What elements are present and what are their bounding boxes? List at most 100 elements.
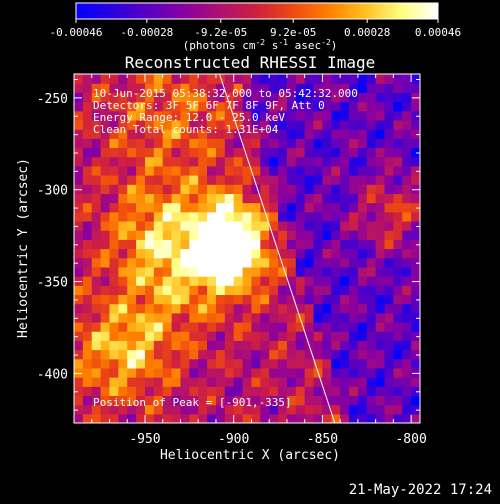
heatmap-cell [127, 230, 137, 240]
heatmap-cell [144, 294, 155, 305]
heatmap-cell [100, 147, 111, 158]
heatmap-cell [171, 211, 182, 222]
heatmap-cell [366, 110, 377, 121]
heatmap-cell [180, 184, 190, 194]
heatmap-cell [375, 239, 386, 250]
heatmap-cell [82, 413, 93, 423]
heatmap-cell [109, 294, 119, 305]
heatmap-cell [198, 367, 208, 378]
heatmap-cell [215, 413, 226, 423]
heatmap-cell [322, 294, 332, 305]
heatmap-cell [180, 367, 190, 378]
heatmap-cell [357, 312, 368, 323]
heatmap-cell [304, 312, 315, 323]
heatmap-cell [224, 220, 235, 231]
heatmap-cell [100, 340, 111, 351]
heatmap-cell [260, 220, 270, 231]
heatmap-cell [331, 386, 341, 397]
heatmap-cell [242, 377, 253, 387]
heatmap-cell [153, 266, 164, 277]
heatmap-cell [136, 321, 146, 332]
heatmap-cell [118, 386, 128, 397]
heatmap-cell [189, 386, 199, 397]
heatmap-cell [269, 340, 279, 351]
heatmap-cell [269, 266, 279, 277]
heatmap-cell [91, 331, 102, 341]
heatmap-cell [375, 110, 386, 121]
heatmap-cell [144, 230, 155, 240]
heatmap-cell [322, 331, 332, 341]
heatmap-cell [393, 321, 403, 332]
heatmap-cell [171, 147, 182, 158]
heatmap-cell [304, 175, 315, 185]
heatmap-cell [109, 74, 119, 84]
heatmap-cell [322, 230, 332, 240]
heatmap-cell [180, 340, 190, 351]
heatmap-cell [109, 220, 119, 231]
heatmap-cell [118, 184, 128, 194]
heatmap-cell [127, 395, 137, 406]
heatmap-cell [74, 340, 84, 351]
heatmap-cell [233, 303, 244, 314]
heatmap-cell [269, 377, 279, 387]
heatmap-cell [269, 321, 279, 332]
heatmap-cell [357, 340, 368, 351]
heatmap-cell [340, 377, 350, 387]
heatmap-cell [393, 92, 403, 103]
heatmap-cell [278, 230, 288, 240]
heatmap-cell [313, 211, 324, 222]
heatmap-cell [375, 211, 386, 222]
heatmap-cell [375, 266, 386, 277]
heatmap-cell [91, 110, 102, 121]
heatmap-cell [144, 404, 155, 415]
heatmap-cell [82, 266, 93, 277]
heatmap-cell [357, 165, 368, 176]
heatmap-cell [384, 367, 394, 378]
heatmap-cell [82, 358, 93, 369]
heatmap-cell [189, 395, 199, 406]
heatmap-cell [118, 395, 128, 406]
heatmap-cell [251, 321, 261, 332]
heatmap-cell [349, 312, 359, 323]
heatmap-cell [384, 211, 394, 222]
heatmap-cell [393, 358, 403, 369]
heatmap-cell [260, 83, 270, 93]
heatmap-cell [393, 404, 403, 415]
heatmap-cell [74, 83, 84, 93]
heatmap-cell [278, 119, 288, 130]
x-tick-labels: -950 -900 -850 -800 [129, 432, 426, 447]
heatmap-cell [215, 321, 226, 332]
heatmap-cell [286, 202, 297, 213]
heatmap-cell [82, 312, 93, 323]
heatmap-cell [242, 257, 253, 268]
heatmap-cell [198, 331, 208, 341]
heatmap-cell [366, 413, 377, 423]
heatmap-cell [286, 331, 297, 341]
heatmap-cell [278, 331, 288, 341]
heatmap-cell [313, 248, 324, 259]
heatmap-cell [366, 312, 377, 323]
heatmap-cell [91, 349, 102, 360]
heatmap-cell [162, 331, 173, 341]
heatmap-cell [180, 129, 190, 139]
heatmap-cell [375, 101, 386, 112]
heatmap-cell [224, 202, 235, 213]
heatmap-cell [295, 202, 306, 213]
heatmap-cell [109, 331, 119, 341]
heatmap-cell [180, 211, 190, 222]
heatmap-cell [331, 276, 341, 286]
heatmap-cell [224, 358, 235, 369]
heatmap-cell [384, 386, 394, 397]
heatmap-cell [375, 92, 386, 103]
heatmap-cell [118, 101, 128, 112]
heatmap-cell [393, 312, 403, 323]
heatmap-cell [260, 285, 270, 296]
heatmap-cell [189, 377, 199, 387]
heatmap-cell [180, 395, 190, 406]
heatmap-cell [366, 377, 377, 387]
heatmap-cell [127, 367, 137, 378]
heatmap-cell [375, 230, 386, 240]
heatmap-cell [153, 202, 164, 213]
heatmap-cell [331, 395, 341, 406]
heatmap-cell [100, 156, 111, 167]
